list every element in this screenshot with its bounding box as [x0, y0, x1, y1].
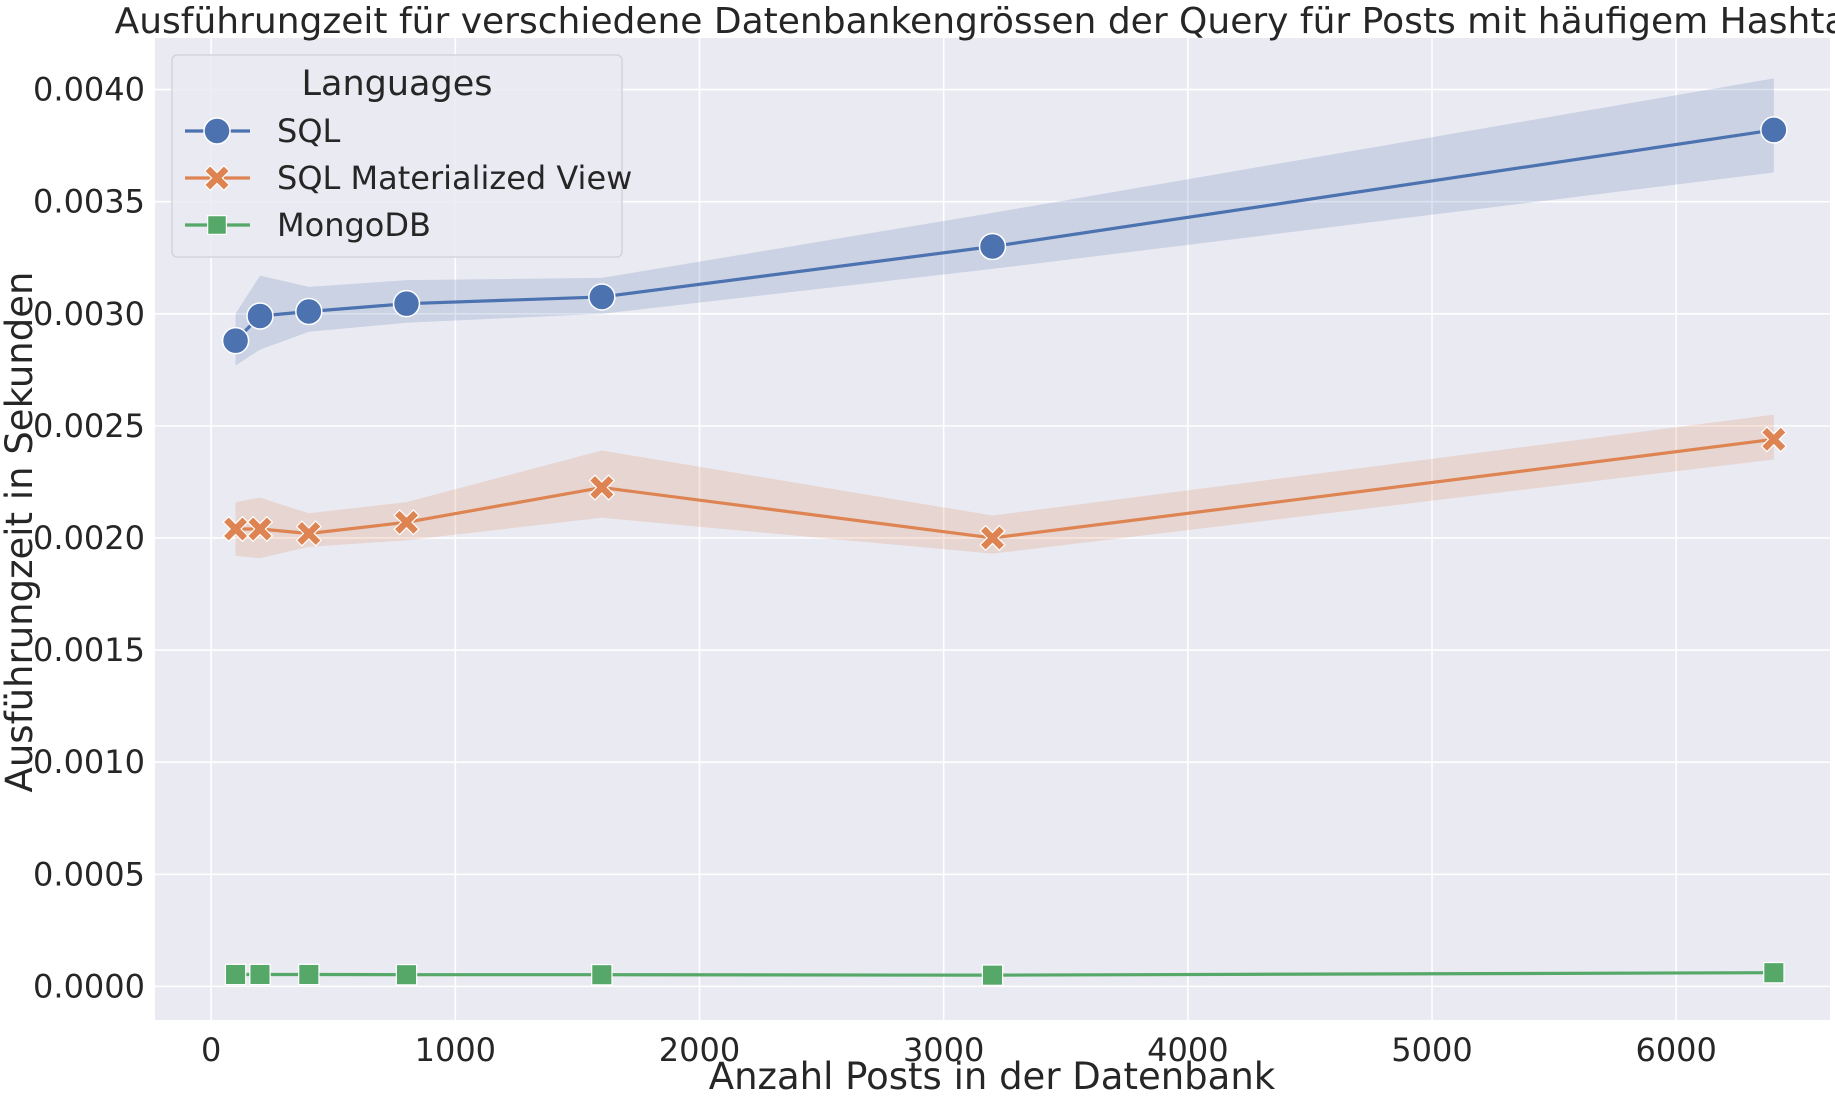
- y-tick-label: 0.0035: [33, 183, 145, 221]
- legend-title: Languages: [302, 64, 493, 104]
- data-point-sql-materialized-view: [588, 474, 616, 501]
- data-point-sql: [246, 302, 274, 330]
- y-tick-label: 0.0020: [33, 519, 145, 557]
- x-tick-label: 1000: [415, 1031, 496, 1069]
- legend-marker-mongodb: [207, 215, 227, 235]
- x-tick-label: 6000: [1635, 1031, 1716, 1069]
- confidence-band-sql-materialized-view: [235, 414, 1774, 559]
- legend-marker-sql-materialized-view: [203, 164, 231, 192]
- data-point-sql-materialized-view: [295, 520, 323, 547]
- data-point-sql-materialized-view: [222, 515, 249, 543]
- legend-label-sql-materialized-view: SQL Materialized View: [277, 159, 632, 197]
- data-point-sql-materialized-view: [979, 524, 1006, 552]
- legend-label-mongodb: MongoDB: [277, 206, 431, 244]
- y-tick-label: 0.0030: [33, 295, 145, 333]
- data-point-mongodb: [981, 964, 1004, 986]
- chart-title: Ausführungzeit für verschiedene Datenban…: [115, 1, 1835, 42]
- y-tick-label: 0.0010: [33, 743, 145, 781]
- y-tick-label: 0.0040: [33, 71, 145, 109]
- data-point-sql: [221, 326, 250, 355]
- y-tick-label: 0.0015: [33, 631, 145, 669]
- legend-label-sql: SQL: [277, 112, 341, 150]
- y-tick-label: 0.0005: [33, 855, 145, 893]
- y-axis-label: Ausführungzeit in Sekunden: [0, 272, 41, 793]
- x-tick-label: 0: [201, 1031, 221, 1069]
- data-point-mongodb: [1763, 961, 1785, 984]
- data-point-mongodb: [591, 963, 613, 986]
- data-point-mongodb: [249, 963, 271, 986]
- data-point-sql: [978, 232, 1007, 261]
- data-point-sql-materialized-view: [246, 515, 274, 543]
- data-point-mongodb: [395, 963, 418, 986]
- data-point-sql: [392, 289, 421, 318]
- x-tick-label: 3000: [903, 1031, 984, 1069]
- x-tick-label: 2000: [659, 1031, 740, 1069]
- y-tick-label: 0.0025: [33, 407, 145, 445]
- data-point-mongodb: [224, 963, 247, 986]
- data-point-sql: [1760, 116, 1788, 144]
- data-point-sql-materialized-view: [393, 509, 420, 536]
- data-point-mongodb: [298, 963, 320, 986]
- x-tick-label: 5000: [1391, 1031, 1472, 1069]
- data-point-sql-materialized-view: [1760, 426, 1788, 453]
- legend-box: [171, 54, 623, 258]
- x-axis-label: Anzahl Posts in der Datenbank: [709, 1055, 1276, 1098]
- y-tick-label: 0.0000: [33, 967, 145, 1005]
- x-tick-label: 4000: [1147, 1031, 1228, 1069]
- data-point-sql: [295, 297, 323, 326]
- data-point-sql: [588, 283, 616, 311]
- legend-marker-sql: [203, 117, 231, 145]
